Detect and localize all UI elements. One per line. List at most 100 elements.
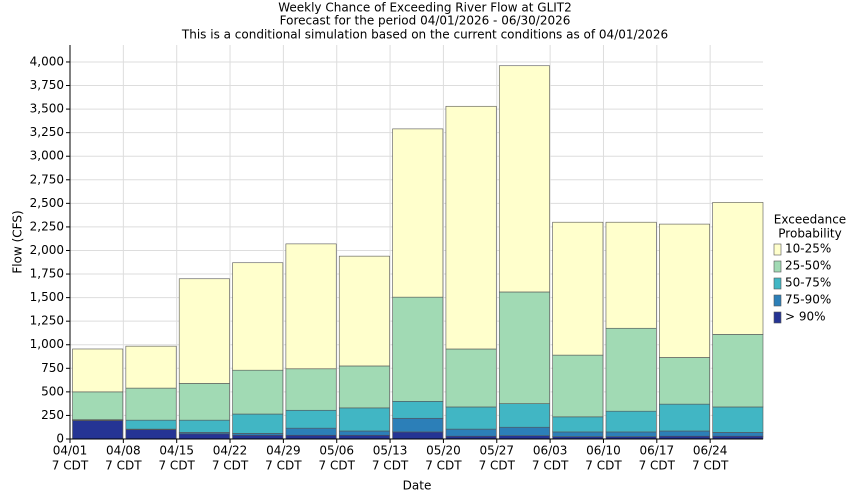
y-tick-label: 1,250 (30, 314, 64, 328)
bar-segment (392, 400, 444, 419)
y-tick-label: 1,750 (30, 267, 64, 281)
bar-segment (659, 403, 710, 432)
bar-segment (178, 433, 230, 440)
x-tick-sublabel: 7 CDT (265, 459, 302, 473)
bar-segment (445, 105, 497, 350)
x-tick-sublabel: 7 CDT (372, 459, 409, 473)
x-tick-sublabel: 7 CDT (52, 459, 89, 473)
y-tick-label: 4,000 (30, 54, 64, 68)
bar-segment (392, 128, 444, 298)
bar-segment (72, 420, 124, 440)
bar-segment (712, 406, 764, 433)
x-tick-label: 06/03 (533, 444, 568, 458)
legend-label: > 90% (785, 310, 826, 324)
x-tick-label: 06/10 (586, 444, 621, 458)
bar-segment (125, 387, 177, 421)
legend-title: Exceedance (774, 213, 846, 227)
x-tick-label: 06/24 (693, 444, 728, 458)
bar-segment (552, 416, 604, 433)
x-tick-label: 04/15 (159, 444, 194, 458)
bar-segment (445, 406, 497, 430)
y-tick-label: 3,750 (30, 78, 64, 92)
bar-segment (712, 432, 764, 437)
bar-segment (498, 65, 550, 293)
bar-segment (445, 428, 497, 437)
x-tick-sublabel: 7 CDT (585, 459, 622, 473)
bar-segment (605, 410, 657, 433)
x-tick-label: 06/17 (640, 444, 675, 458)
bar-segment (392, 431, 444, 440)
bar-segment (445, 348, 497, 408)
bar-segment (232, 262, 284, 371)
bar-segment (392, 417, 444, 433)
y-tick-label: 2,000 (30, 243, 64, 257)
x-tick-sublabel: 7 CDT (479, 459, 516, 473)
bar-segment (178, 278, 230, 384)
bar-segment (338, 407, 390, 432)
y-tick-label: 2,750 (30, 172, 64, 186)
x-tick-sublabel: 7 CDT (692, 459, 729, 473)
bar-segment (285, 434, 337, 440)
bar-segment (552, 354, 604, 418)
bar-segment (178, 419, 230, 433)
legend-label: 10-25% (785, 242, 831, 256)
bar-segment (125, 419, 177, 430)
x-tick-sublabel: 7 CDT (639, 459, 676, 473)
y-axis-label: Flow (CFS) (11, 210, 25, 273)
bar-segment (712, 202, 764, 335)
legend-title: Probability (778, 227, 841, 241)
x-tick-sublabel: 7 CDT (105, 459, 142, 473)
y-tick-label: 1,000 (30, 337, 64, 351)
bar-segment (605, 327, 657, 412)
bar-segment (659, 357, 710, 405)
x-tick-sublabel: 7 CDT (425, 459, 462, 473)
bar-segment (232, 413, 284, 434)
bar-segment (285, 427, 337, 436)
legend-swatch (773, 311, 782, 324)
bar-segment (605, 431, 657, 437)
y-tick-label: 3,250 (30, 125, 64, 139)
x-tick-label: 05/27 (479, 444, 514, 458)
bar-segment (498, 291, 550, 404)
chart-subtitle: Forecast for the period 04/01/2026 - 06/… (280, 14, 571, 28)
x-tick-label: 05/06 (319, 444, 354, 458)
y-tick-label: 0 (56, 432, 64, 446)
y-tick-label: 2,500 (30, 196, 64, 210)
bar-segment (552, 221, 604, 356)
y-tick-label: 2,250 (30, 219, 64, 233)
bar-segment (232, 434, 284, 440)
bar-segment (498, 403, 550, 428)
legend-label: 75-90% (785, 293, 831, 307)
x-tick-label: 05/20 (426, 444, 461, 458)
legend-swatch (773, 260, 782, 273)
bar-segment (659, 223, 710, 358)
chart-note: This is a conditional simulation based o… (181, 28, 668, 42)
x-tick-label: 04/29 (266, 444, 301, 458)
bar-segment (338, 434, 390, 440)
bar-segment (338, 255, 390, 367)
bar-segment (338, 365, 390, 409)
bar-segment (392, 296, 444, 402)
x-tick-sublabel: 7 CDT (319, 459, 356, 473)
x-tick-sublabel: 7 CDT (158, 459, 195, 473)
chart-title: Weekly Chance of Exceeding River Flow at… (278, 1, 572, 15)
bar-segment (285, 243, 337, 370)
bar-segment (285, 409, 337, 429)
bar-segment (338, 430, 390, 436)
legend-label: 50-75% (785, 276, 831, 290)
legend-swatch (773, 294, 782, 307)
bar-segment (498, 426, 550, 437)
bar-segment (125, 429, 177, 440)
x-tick-label: 04/08 (106, 444, 141, 458)
bar-segment (232, 369, 284, 415)
x-tick-label: 04/01 (53, 444, 88, 458)
legend-label: 25-50% (785, 259, 831, 273)
y-tick-label: 3,500 (30, 102, 64, 116)
bar-segment (178, 383, 230, 421)
y-tick-label: 1,500 (30, 290, 64, 304)
x-tick-sublabel: 7 CDT (532, 459, 569, 473)
y-tick-label: 750 (41, 361, 64, 375)
x-tick-sublabel: 7 CDT (212, 459, 249, 473)
bar-segment (659, 430, 710, 437)
